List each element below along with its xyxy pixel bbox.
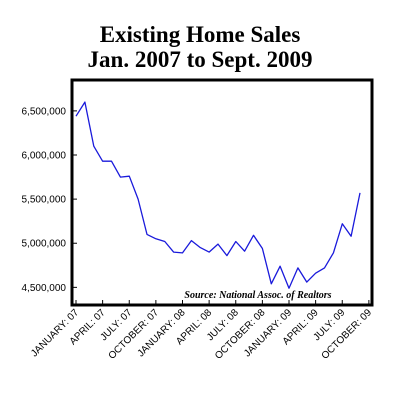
- series-layer: [75, 101, 361, 289]
- y-tick-label: 4,500,000: [22, 283, 67, 294]
- source-note: Source: National Assoc. of Realtors: [184, 290, 331, 301]
- y-tick-label: 5,000,000: [22, 239, 67, 250]
- chart-title-line-1: Existing Home Sales: [99, 22, 301, 47]
- plot-frame: [70, 78, 374, 307]
- y-axis: 4,500,000 5,000,000 5,500,000 6,000,000 6,50…: [22, 106, 77, 294]
- chart-title-line-2: Jan. 2007 to Sept. 2009: [87, 47, 313, 72]
- y-tick-label: 6,000,000: [22, 151, 67, 162]
- series-line: [75, 101, 361, 289]
- y-tick-label: 6,500,000: [22, 106, 67, 117]
- y-tick-label: 5,500,000: [22, 195, 67, 206]
